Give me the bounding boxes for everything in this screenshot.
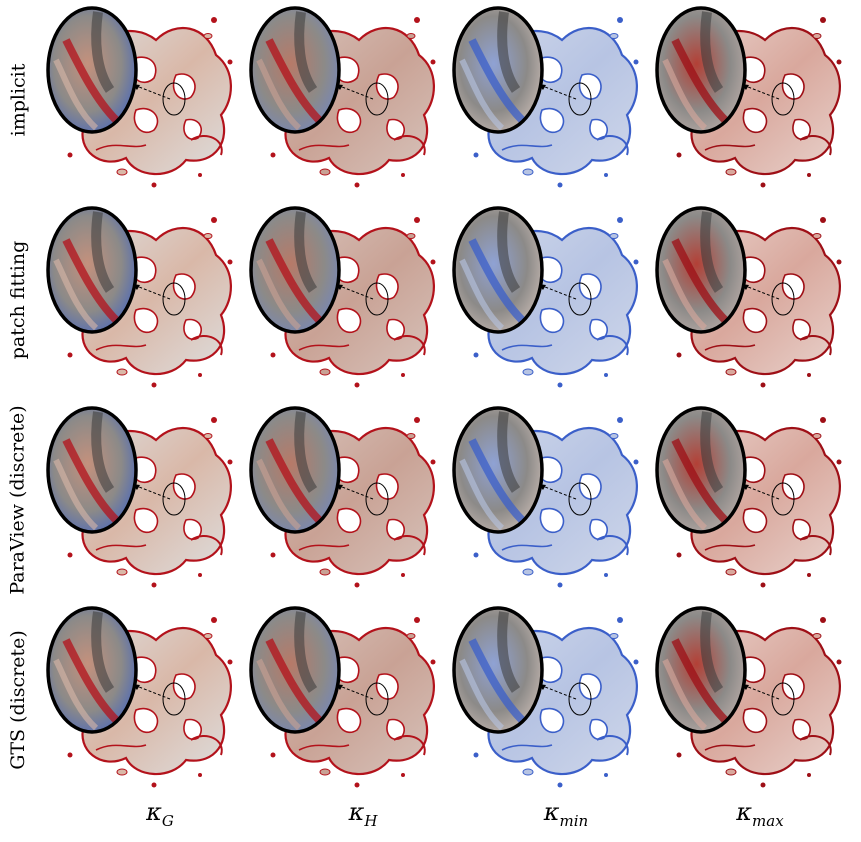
- zoom-inset: [452, 6, 544, 134]
- zoom-pointer-line: [742, 484, 780, 500]
- column-label-kappa-max: κmax: [736, 798, 784, 830]
- column-label-kappa-h: κH: [348, 798, 378, 830]
- render-panel-r0-c3: [645, 0, 850, 200]
- focus-ellipse: [365, 82, 389, 116]
- render-panel-r1-c3: [645, 200, 850, 400]
- surface-render: [452, 206, 639, 388]
- focus-ellipse: [568, 482, 592, 516]
- zoom-inset: [46, 206, 138, 334]
- focus-ellipse: [162, 282, 186, 316]
- row-label-implicit: implicit: [7, 63, 30, 137]
- surface-render: [655, 206, 842, 388]
- surface-render: [249, 606, 436, 788]
- render-panel-r3-c1: [239, 600, 444, 800]
- row-label-patch-fitting: patch fitting: [7, 240, 29, 360]
- zoom-pointer-line: [133, 684, 171, 700]
- surface-render: [452, 406, 639, 588]
- zoom-inset: [452, 606, 544, 734]
- zoom-inset: [452, 406, 544, 534]
- zoom-pointer-line: [539, 684, 577, 700]
- surface-render: [46, 206, 233, 388]
- zoom-inset: [46, 606, 138, 734]
- render-panel-r2-c3: [645, 400, 850, 600]
- focus-ellipse: [771, 282, 795, 316]
- column-label-kappa-g: κG: [146, 798, 174, 830]
- zoom-pointer-line: [336, 684, 374, 700]
- focus-ellipse: [771, 482, 795, 516]
- zoom-inset: [249, 6, 341, 134]
- zoom-inset: [249, 206, 341, 334]
- render-panel-r1-c2: [442, 200, 647, 400]
- render-panel-r2-c1: [239, 400, 444, 600]
- focus-ellipse: [162, 682, 186, 716]
- surface-render: [655, 406, 842, 588]
- surface-render: [46, 606, 233, 788]
- render-panel-r3-c3: [645, 600, 850, 800]
- render-panel-r3-c0: [36, 600, 241, 800]
- surface-render: [655, 606, 842, 788]
- zoom-pointer-line: [539, 284, 577, 300]
- surface-render: [46, 406, 233, 588]
- zoom-pointer-line: [742, 284, 780, 300]
- zoom-pointer-line: [336, 284, 374, 300]
- render-panel-r2-c2: [442, 400, 647, 600]
- zoom-pointer-line: [742, 684, 780, 700]
- render-panel-r0-c1: [239, 0, 444, 200]
- focus-ellipse: [568, 682, 592, 716]
- zoom-inset: [452, 206, 544, 334]
- render-panel-r0-c2: [442, 0, 647, 200]
- surface-render: [249, 206, 436, 388]
- surface-render: [249, 406, 436, 588]
- focus-ellipse: [568, 82, 592, 116]
- focus-ellipse: [162, 82, 186, 116]
- render-panel-r1-c0: [36, 200, 241, 400]
- surface-render: [655, 6, 842, 188]
- zoom-pointer-line: [133, 284, 171, 300]
- zoom-inset: [655, 6, 747, 134]
- focus-ellipse: [568, 282, 592, 316]
- focus-ellipse: [365, 282, 389, 316]
- zoom-pointer-line: [539, 84, 577, 100]
- render-panel-r3-c2: [442, 600, 647, 800]
- zoom-pointer-line: [539, 484, 577, 500]
- zoom-inset: [46, 406, 138, 534]
- zoom-inset: [46, 6, 138, 134]
- zoom-pointer-line: [133, 484, 171, 500]
- render-panel-r2-c0: [36, 400, 241, 600]
- row-label-paraview: ParaView (discrete): [7, 405, 29, 595]
- render-panel-r1-c1: [239, 200, 444, 400]
- focus-ellipse: [771, 82, 795, 116]
- surface-render: [249, 6, 436, 188]
- surface-render: [452, 606, 639, 788]
- surface-render: [46, 6, 233, 188]
- render-panel-r0-c0: [36, 0, 241, 200]
- focus-ellipse: [365, 682, 389, 716]
- focus-ellipse: [162, 482, 186, 516]
- focus-ellipse: [365, 482, 389, 516]
- zoom-pointer-line: [742, 84, 780, 100]
- row-label-gts: GTS (discrete): [7, 630, 30, 770]
- zoom-inset: [249, 606, 341, 734]
- surface-render: [452, 6, 639, 188]
- column-label-kappa-min: κmin: [543, 798, 589, 830]
- zoom-inset: [655, 206, 747, 334]
- zoom-inset: [249, 406, 341, 534]
- zoom-pointer-line: [336, 484, 374, 500]
- zoom-inset: [655, 406, 747, 534]
- zoom-pointer-line: [336, 84, 374, 100]
- focus-ellipse: [771, 682, 795, 716]
- zoom-inset: [655, 606, 747, 734]
- zoom-pointer-line: [133, 84, 171, 100]
